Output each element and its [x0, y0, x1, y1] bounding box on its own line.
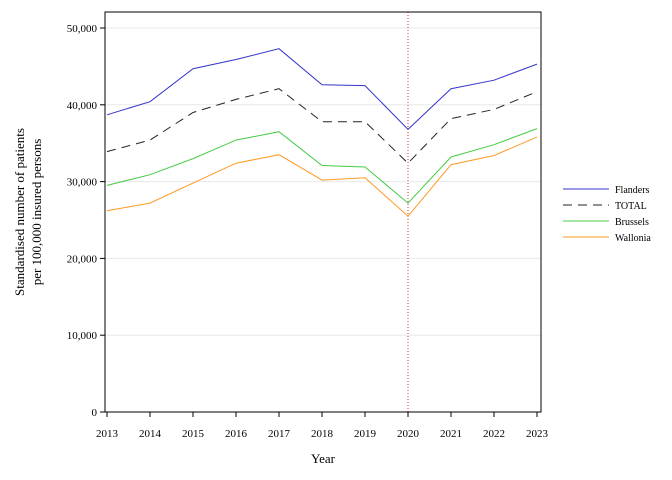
- x-tick-label: 2013: [96, 428, 119, 440]
- y-axis-title-line-1: Standardised number of patients: [12, 128, 27, 296]
- x-tick-label: 2022: [483, 428, 505, 440]
- legend-label-total: TOTAL: [615, 201, 647, 212]
- series-line-total: [106, 88, 538, 164]
- plot-frame: [104, 11, 542, 413]
- x-axis-title: Year: [311, 451, 336, 466]
- x-tick-label: 2023: [526, 428, 549, 440]
- x-tick-label: 2015: [182, 428, 205, 440]
- x-tick-label: 2016: [225, 428, 248, 440]
- y-tick-label: 0: [92, 407, 98, 419]
- legend-label-wallonia: Wallonia: [615, 233, 651, 244]
- series-line-brussels: [106, 128, 538, 204]
- y-tick-label: 30,000: [67, 177, 98, 189]
- y-tick-label: 20,000: [67, 253, 98, 265]
- x-tick-label: 2017: [268, 428, 291, 440]
- series-line-wallonia: [106, 136, 538, 217]
- grid-lines: [105, 27, 541, 336]
- y-axis-title-line-2: per 100,000 insured persons: [29, 139, 44, 286]
- y-tick-label: 40,000: [67, 100, 98, 112]
- legend-label-flanders: Flanders: [615, 185, 650, 196]
- y-tick-label: 50,000: [67, 23, 98, 35]
- x-tick-label: 2021: [440, 428, 462, 440]
- x-tick-label: 2014: [139, 428, 162, 440]
- x-tick-label: 2020: [397, 428, 420, 440]
- x-tick-label: 2018: [311, 428, 334, 440]
- y-tick-label: 10,000: [67, 330, 98, 342]
- series-lines: [106, 48, 538, 217]
- legend: Flanders TOTAL Brussels Wallonia: [563, 185, 651, 244]
- axes: 0 10,000 20,000 30,000 40,000 50,000 2013 2014 2…: [67, 23, 549, 440]
- series-line-flanders: [106, 48, 538, 131]
- legend-label-brussels: Brussels: [615, 217, 649, 228]
- x-tick-label: 2019: [354, 428, 377, 440]
